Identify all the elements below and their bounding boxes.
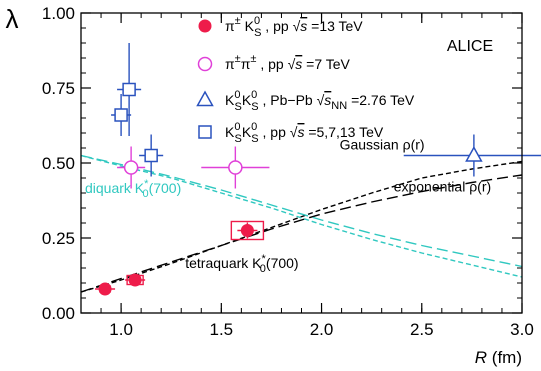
axes: 1.0 1.5 2.0 2.5 3.0 0.00 0.25 0.50 0.75 1.00 R (fm… xyxy=(6,4,534,367)
s1-p1-marker xyxy=(228,160,243,175)
data-points xyxy=(98,82,483,296)
legend-label-0: π± K0 S , pp √s =13 TeV xyxy=(225,15,363,39)
y-tick-label-4: 1.00 xyxy=(42,4,75,23)
annotation-3: tetraquark K* 0(700) xyxy=(185,253,298,275)
y-tick-label-3: 0.75 xyxy=(42,79,75,98)
x-tick-label-2: 2.0 xyxy=(310,320,334,339)
legend-marker-3 xyxy=(198,125,212,139)
s1-p0-marker xyxy=(123,160,139,175)
experiment-label: ALICE xyxy=(447,38,493,55)
x-axis-label: R (fm) xyxy=(475,348,522,367)
x-tick-label-4: 3.0 xyxy=(510,320,534,339)
legend-label-3: K0 SK0 S , pp √s =5,7,13 TeV xyxy=(225,121,384,145)
y-tick-label-2: 0.50 xyxy=(42,154,75,173)
annotation-2: diquark K* 0(700) xyxy=(85,178,181,200)
legend-marker-0 xyxy=(198,19,212,33)
x-tick-label-3: 2.5 xyxy=(410,320,434,339)
s3-p2-marker xyxy=(144,148,158,163)
y-tick-label-1: 0.25 xyxy=(42,229,75,248)
y-axis-label: λ xyxy=(6,4,19,34)
legend-label-2: K0 SK0 S , Pb−Pb √sNN =2.76 TeV xyxy=(225,89,415,113)
curve-0 xyxy=(80,160,523,293)
legend-label-1: π±π± , pp √s =7 TeV xyxy=(225,53,351,72)
x-tick-label-1: 1.5 xyxy=(209,320,233,339)
x-tick-label-0: 1.0 xyxy=(109,320,133,339)
s0-p2-sys-box xyxy=(230,220,265,241)
y-tick-label-0: 0.00 xyxy=(42,304,75,323)
model-curves xyxy=(80,154,523,293)
s3-p1-marker xyxy=(122,82,136,97)
s0-p2-marker xyxy=(240,224,254,237)
curve-3 xyxy=(80,154,523,268)
legend-marker-2 xyxy=(196,90,214,107)
s0-p0-marker xyxy=(98,282,112,296)
s2-p0-marker xyxy=(465,145,483,162)
s3-p0-marker xyxy=(114,108,128,122)
annotation-0: Gaussian ρ(r) xyxy=(340,137,425,153)
s0-p1-marker xyxy=(128,273,142,287)
legend-marker-1 xyxy=(197,56,213,72)
annotation-1: exponential ρ(r) xyxy=(394,179,491,195)
error-bars xyxy=(95,43,541,293)
legend: π± K0 S , pp √s =13 TeV π±π± , pp √s =7 Te… xyxy=(196,15,415,145)
curve-2 xyxy=(80,154,523,278)
curve-1 xyxy=(80,174,523,293)
annotations: Gaussian ρ(r) exponential ρ(r) diquark K* 0… xyxy=(85,137,491,276)
